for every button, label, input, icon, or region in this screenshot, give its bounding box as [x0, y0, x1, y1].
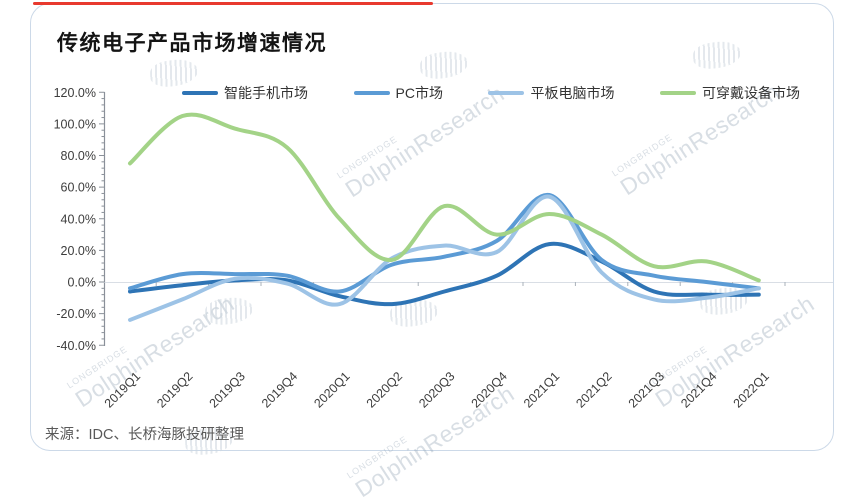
legend-swatch-pc [353, 91, 390, 95]
svg-text:2021Q2: 2021Q2 [573, 369, 614, 410]
svg-text:20.0%: 20.0% [61, 244, 96, 258]
svg-text:120.0%: 120.0% [54, 86, 96, 100]
svg-text:2020Q4: 2020Q4 [469, 369, 510, 410]
svg-text:2020Q3: 2020Q3 [416, 369, 457, 410]
svg-text:2019Q4: 2019Q4 [259, 369, 300, 410]
legend-label-pc: PC市场 [395, 85, 443, 101]
svg-text:2021Q3: 2021Q3 [626, 369, 667, 410]
legend-item-smartphone: 智能手机市场 [182, 83, 308, 103]
legend-item-pc: PC市场 [353, 83, 443, 103]
svg-text:-40.0%: -40.0% [56, 339, 96, 353]
svg-text:2019Q1: 2019Q1 [102, 369, 143, 410]
svg-text:2020Q1: 2020Q1 [311, 369, 352, 410]
legend-label-wearable: 可穿戴设备市场 [702, 85, 800, 101]
top-accent-line [33, 2, 433, 5]
svg-text:40.0%: 40.0% [61, 212, 96, 226]
legend-item-tablet: 平板电脑市场 [488, 83, 614, 103]
svg-text:2019Q2: 2019Q2 [154, 369, 195, 410]
svg-text:2020Q2: 2020Q2 [364, 369, 405, 410]
chart-title: 传统电子产品市场增速情况 [57, 32, 327, 55]
svg-text:-20.0%: -20.0% [56, 307, 96, 321]
chart-legend: 智能手机市场 PC市场 平板电脑市场 可穿戴设备市场 [182, 83, 800, 103]
svg-text:2019Q3: 2019Q3 [207, 369, 248, 410]
svg-text:2021Q1: 2021Q1 [521, 369, 562, 410]
legend-swatch-wearable [660, 91, 696, 95]
source-note: 来源：IDC、长桥海豚投研整理 [45, 427, 244, 443]
growth-line-chart: -40.0% -20.0% 0.0% 20.0% 40.0% 60.0% 80.0% 100.… [54, 86, 833, 411]
legend-label-smartphone: 智能手机市场 [224, 85, 308, 101]
legend-swatch-tablet [488, 91, 525, 95]
svg-text:80.0%: 80.0% [61, 149, 96, 163]
svg-text:2022Q1: 2022Q1 [731, 369, 772, 410]
svg-text:2021Q4: 2021Q4 [678, 369, 719, 410]
legend-label-tablet: 平板电脑市场 [530, 85, 615, 101]
svg-text:0.0%: 0.0% [68, 276, 97, 290]
svg-text:100.0%: 100.0% [54, 117, 96, 131]
legend-item-wearable: 可穿戴设备市场 [660, 83, 800, 103]
svg-text:60.0%: 60.0% [61, 181, 96, 195]
legend-swatch-smartphone [182, 91, 218, 95]
